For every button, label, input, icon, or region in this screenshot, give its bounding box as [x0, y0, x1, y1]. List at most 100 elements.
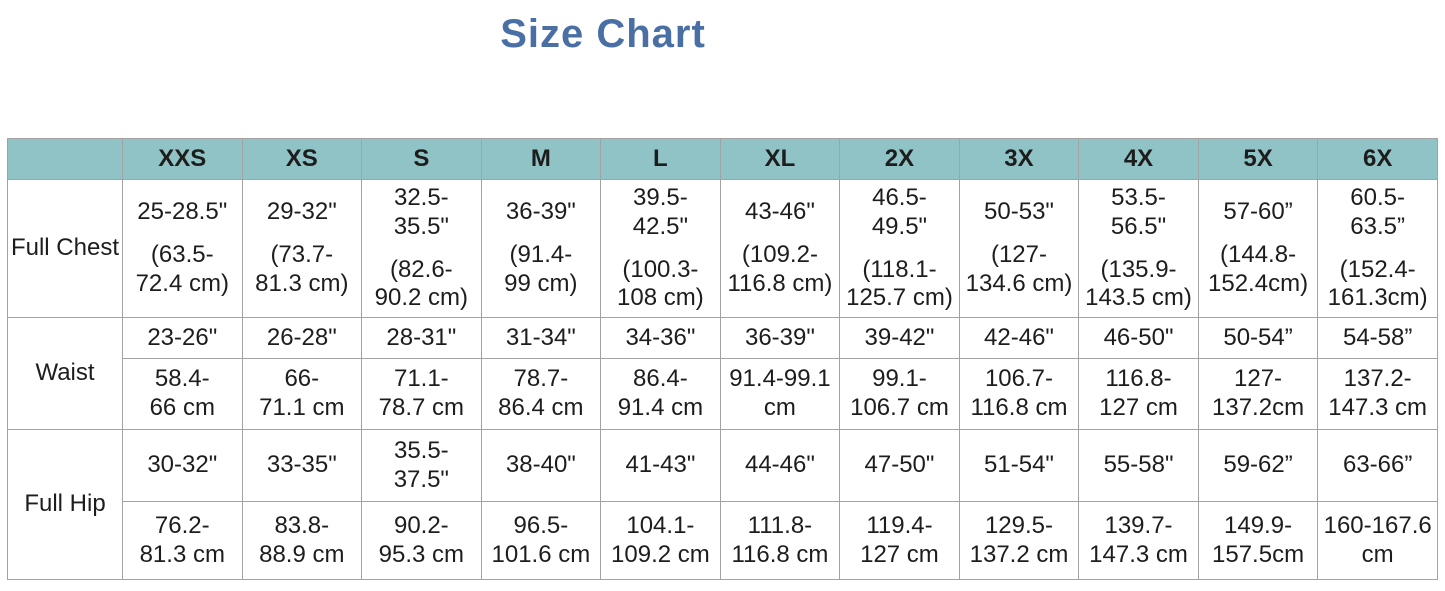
waist-cm-cell: 71.1- 78.7 cm — [361, 358, 482, 430]
full-chest-cell: 29-32" (73.7- 81.3 cm) — [241, 179, 363, 318]
size-header-xs: XS — [241, 138, 363, 180]
waist-inches-cell: 46-50" — [1078, 317, 1199, 359]
cm-value: (127- 134.6 cm) — [965, 241, 1073, 297]
cm-value: (109.2- 116.8 cm) — [727, 241, 833, 297]
size-chart-table: XXS XS S M L XL 2X 3X 4X 5X 6X Full Ches… — [7, 138, 1438, 580]
waist-inches-cell: 26-28" — [241, 317, 363, 359]
full-chest-cell: 36-39" (91.4- 99 cm) — [480, 179, 602, 318]
waist-inches-cell: 42-46" — [958, 317, 1080, 359]
waist-cm-cell: 66- 71.1 cm — [241, 358, 363, 430]
waist-cm-cell: 58.4- 66 cm — [122, 358, 243, 430]
size-header-5x: 5X — [1197, 138, 1319, 180]
page-title: Size Chart — [500, 12, 706, 56]
size-header-4x: 4X — [1078, 138, 1199, 180]
inch-value: 36-39" — [505, 198, 576, 226]
inch-value: 60.5- 63.5” — [1350, 183, 1405, 240]
cm-value: (63.5- 72.4 cm) — [135, 241, 229, 297]
waist-inches-cell: 34-36" — [600, 317, 721, 359]
waist-cm-cell: 137.2- 147.3 cm — [1317, 358, 1438, 430]
waist-cm-cell: 99.1- 106.7 cm — [839, 358, 960, 430]
size-header-s: S — [361, 138, 482, 180]
full-hip-cm-cell: 104.1- 109.2 cm — [600, 501, 721, 580]
size-header-6x: 6X — [1317, 138, 1438, 180]
full-chest-cell: 39.5- 42.5" (100.3- 108 cm) — [600, 179, 721, 318]
full-chest-label: Full Chest — [7, 179, 123, 318]
full-hip-inches-cell: 51-54" — [958, 429, 1080, 502]
header-row: XXS XS S M L XL 2X 3X 4X 5X 6X — [7, 138, 1438, 180]
waist-inches-cell: 31-34" — [480, 317, 602, 359]
full-hip-cm-cell: 111.8- 116.8 cm — [719, 501, 841, 580]
corner-cell — [7, 138, 123, 180]
inch-value: 50-53" — [984, 198, 1054, 226]
waist-inches-cell: 28-31" — [361, 317, 482, 359]
full-hip-cm-cell: 139.7- 147.3 cm — [1078, 501, 1199, 580]
full-hip-cm-cell: 160-167.6 cm — [1317, 501, 1438, 580]
full-hip-inches-cell: 55-58" — [1078, 429, 1199, 502]
cm-value: (73.7- 81.3 cm) — [255, 241, 349, 297]
full-hip-inches-cell: 38-40" — [480, 429, 602, 502]
waist-label: Waist — [7, 317, 123, 430]
waist-inches-cell: 36-39" — [719, 317, 841, 359]
waist-inches-cell: 50-54” — [1197, 317, 1319, 359]
waist-cm-cell: 116.8- 127 cm — [1078, 358, 1199, 430]
inch-value: 57-60” — [1223, 198, 1293, 226]
cm-value: (100.3- 108 cm) — [617, 255, 704, 312]
full-chest-cell: 25-28.5" (63.5- 72.4 cm) — [122, 179, 243, 318]
full-hip-cm-cell: 129.5- 137.2 cm — [958, 501, 1080, 580]
inch-value: 53.5- 56.5" — [1110, 183, 1167, 240]
full-chest-cell: 60.5- 63.5” (152.4- 161.3cm) — [1317, 179, 1438, 318]
size-header-xl: XL — [719, 138, 841, 180]
full-hip-cm-cell: 96.5- 101.6 cm — [480, 501, 602, 580]
full-hip-inches-row: Full Hip 30-32" 33-35" 35.5- 37.5" 38-40… — [7, 429, 1438, 580]
full-hip-cm-cell: 149.9- 157.5cm — [1197, 501, 1319, 580]
waist-cm-cell: 106.7- 116.8 cm — [958, 358, 1080, 430]
cm-value: (135.9- 143.5 cm) — [1085, 255, 1192, 312]
waist-cm-row: 58.4- 66 cm 66- 71.1 cm 71.1- 78.7 cm 78… — [8, 358, 1438, 430]
size-header-m: M — [480, 138, 602, 180]
cm-value: (91.4- 99 cm) — [504, 241, 578, 297]
full-chest-cell: 43-46" (109.2- 116.8 cm) — [719, 179, 841, 318]
waist-cm-cell: 78.7- 86.4 cm — [480, 358, 602, 430]
full-chest-cell: 57-60” (144.8- 152.4cm) — [1197, 179, 1319, 318]
waist-inches-row: Waist 23-26" 26-28" 28-31" 31-34" 34-36"… — [7, 317, 1438, 430]
waist-cm-cell: 127- 137.2cm — [1197, 358, 1319, 430]
full-hip-cm-row: 76.2- 81.3 cm 83.8- 88.9 cm 90.2- 95.3 c… — [8, 501, 1438, 580]
full-hip-cm-cell: 119.4- 127 cm — [839, 501, 960, 580]
waist-cm-cell: 86.4- 91.4 cm — [600, 358, 721, 430]
full-hip-inches-cell: 63-66” — [1317, 429, 1438, 502]
full-hip-cm-cell: 76.2- 81.3 cm — [122, 501, 243, 580]
cm-value: (118.1- 125.7 cm) — [846, 255, 953, 312]
inch-value: 29-32" — [266, 198, 337, 226]
inch-value: 32.5- 35.5" — [393, 183, 449, 240]
inch-value: 25-28.5" — [137, 198, 228, 226]
full-hip-inches-cell: 47-50" — [839, 429, 960, 502]
inch-value: 43-46" — [744, 198, 815, 226]
full-hip-label: Full Hip — [7, 429, 123, 580]
waist-cm-cell: 91.4-99.1 cm — [719, 358, 841, 430]
cm-value: (82.6- 90.2 cm) — [374, 255, 469, 312]
full-hip-inches-cell: 33-35" — [241, 429, 363, 502]
full-chest-cell: 50-53" (127- 134.6 cm) — [958, 179, 1080, 318]
waist-inches-cell: 23-26" — [122, 317, 243, 359]
full-chest-cell: 32.5- 35.5" (82.6- 90.2 cm) — [361, 179, 482, 318]
full-hip-inches-cell: 44-46" — [719, 429, 841, 502]
size-header-2x: 2X — [839, 138, 960, 180]
cm-value: (144.8- 152.4cm) — [1208, 241, 1309, 297]
full-hip-cm-cell: 83.8- 88.9 cm — [241, 501, 363, 580]
size-header-xxs: XXS — [122, 138, 243, 180]
full-chest-cell: 53.5- 56.5" (135.9- 143.5 cm) — [1078, 179, 1199, 318]
full-hip-inches-cell: 41-43" — [600, 429, 721, 502]
full-hip-inches-cell: 30-32" — [122, 429, 243, 502]
full-hip-cm-cell: 90.2- 95.3 cm — [361, 501, 482, 580]
full-hip-inches-cell: 59-62” — [1197, 429, 1319, 502]
full-chest-row: Full Chest 25-28.5" (63.5- 72.4 cm) 29-32… — [7, 179, 1438, 318]
size-header-l: L — [600, 138, 721, 180]
cm-value: (152.4- 161.3cm) — [1327, 255, 1428, 312]
inch-value: 39.5- 42.5" — [632, 183, 688, 240]
waist-inches-cell: 39-42" — [839, 317, 960, 359]
size-header-3x: 3X — [958, 138, 1080, 180]
full-chest-cell: 46.5- 49.5" (118.1- 125.7 cm) — [839, 179, 960, 318]
inch-value: 46.5- 49.5" — [871, 183, 928, 240]
full-hip-inches-cell: 35.5- 37.5" — [361, 429, 482, 502]
